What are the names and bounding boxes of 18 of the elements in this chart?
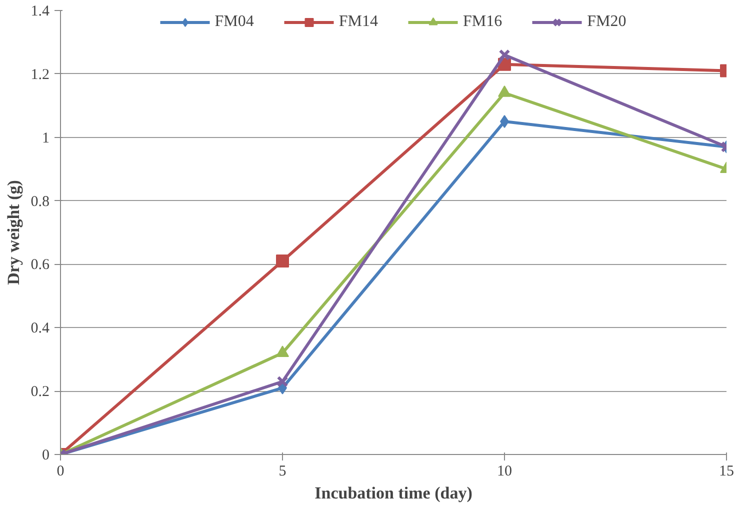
y-tick-label: 0	[42, 448, 50, 464]
y-tick-label: 0.2	[30, 384, 50, 400]
legend-label: FM16	[463, 13, 502, 31]
x-tick-label: 5	[278, 464, 286, 480]
x-tick-label: 15	[719, 464, 734, 480]
x-axis-title: Incubation time (day)	[314, 484, 472, 502]
y-tick-label: 1	[42, 130, 50, 146]
legend-label: FM14	[338, 13, 378, 31]
legend-label: FM20	[587, 13, 626, 31]
y-tick-label: 0.8	[30, 194, 50, 210]
y-tick-label: 0.6	[30, 257, 50, 274]
y-tick-label: 0.4	[30, 320, 50, 337]
y-tick-label: 1.4	[30, 4, 50, 20]
x-tick-label: 10	[497, 464, 512, 480]
legend-label: FM04	[214, 13, 254, 31]
y-axis-title: Dry weight (g)	[4, 180, 23, 285]
x-tick-label: 0	[56, 464, 64, 480]
y-tick-label: 1.2	[30, 66, 50, 83]
